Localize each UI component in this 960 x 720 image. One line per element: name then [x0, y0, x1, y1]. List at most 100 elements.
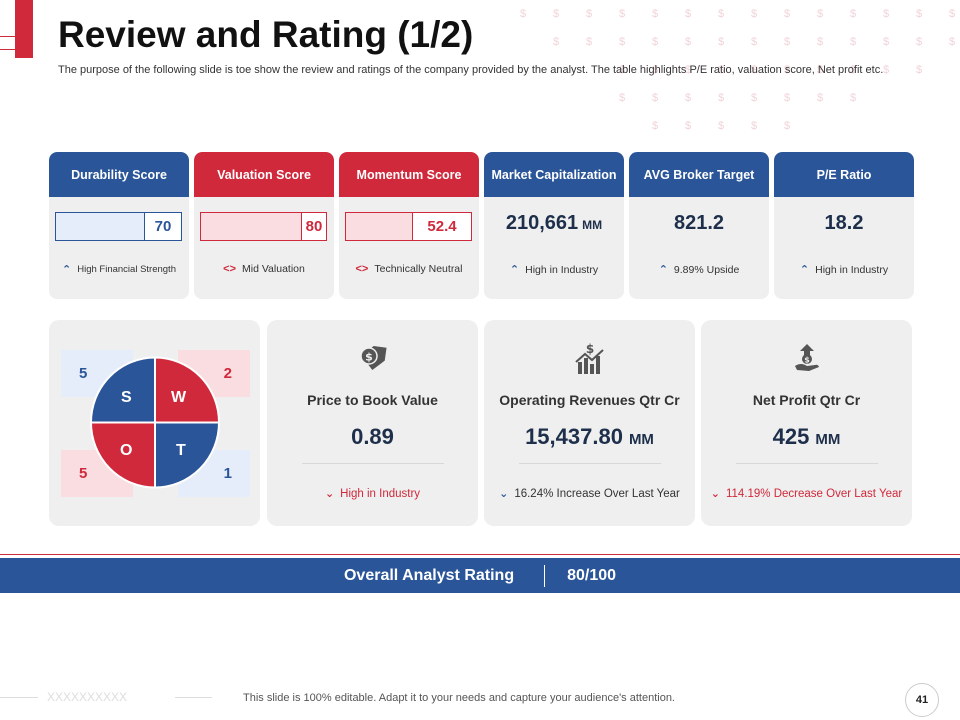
chevron-down-icon: ⌄ [710, 488, 720, 500]
score-bar: 70 [55, 212, 182, 241]
metric-note-text: High in Industry [525, 263, 599, 276]
card-divider [519, 463, 661, 464]
page-number: 41 [905, 683, 939, 717]
dollar-watermark-glyph: $ [718, 8, 725, 20]
metric-note-text: High in Industry [815, 263, 889, 276]
score-value: 80 [301, 213, 326, 240]
metric-card-durability: Durability Score 70 ⌃ High Financial Str… [49, 152, 189, 299]
swot-label-w: W [171, 389, 187, 406]
dollar-watermark-glyph: $ [949, 36, 956, 48]
dollar-watermark-glyph: $ [619, 36, 626, 48]
dollar-watermark-glyph: $ [916, 36, 923, 48]
card-label: Operating Revenues Qtr Cr [499, 392, 680, 408]
metric-note-text: High Financial Strength [77, 264, 176, 275]
score-bar: 80 [200, 212, 327, 241]
dollar-watermark-glyph: $ [619, 92, 626, 104]
metric-card-broker-target: AVG Broker Target 821.2 ⌃ 9.89% Upside [629, 152, 769, 299]
dollar-watermark-glyph: $ [685, 8, 692, 20]
card-note: ⌄ High in Industry [267, 487, 478, 501]
swot-label-o: O [120, 442, 133, 459]
dollar-watermark-glyph: $ [850, 92, 857, 104]
metric-header: Durability Score [49, 152, 189, 197]
title-accent-lines [0, 36, 15, 50]
dollar-watermark-glyph: $ [751, 120, 758, 132]
svg-text:$: $ [365, 351, 373, 364]
metric-value: 210,661 MM [484, 212, 624, 235]
chevron-down-icon: ⌄ [499, 488, 509, 500]
dollar-watermark-glyph: $ [850, 8, 857, 20]
metric-note: <> Technically Neutral [339, 263, 479, 275]
card-value: 0.89 [351, 424, 394, 449]
swot-pie-chart [90, 356, 220, 489]
card-value-number: 15,437.80 [525, 424, 623, 449]
price-tag-dollar-icon: $ [267, 342, 478, 374]
score-value: 52.4 [412, 213, 471, 240]
card-divider [736, 463, 878, 464]
dollar-watermark-glyph: $ [586, 8, 593, 20]
dollar-watermark-glyph: $ [586, 36, 593, 48]
dollar-watermark-glyph: $ [718, 36, 725, 48]
metric-note-text: Technically Neutral [374, 263, 463, 275]
dollar-watermark-glyph: $ [553, 8, 560, 20]
metric-header: P/E Ratio [774, 152, 914, 197]
rating-band-accent-line [0, 554, 960, 555]
chevron-up-icon: ⌃ [658, 264, 668, 276]
metric-note-text: Mid Valuation [242, 263, 305, 275]
score-bar: 52.4 [345, 212, 472, 241]
metric-value: 821.2 [673, 212, 725, 234]
swot-slice-o [90, 421, 156, 489]
swot-label-s: S [121, 389, 132, 406]
dollar-watermark-glyph: $ [784, 8, 791, 20]
metric-header: Valuation Score [194, 152, 334, 197]
card-label: Price to Book Value [307, 392, 438, 408]
card-note: ⌄ 114.19% Decrease Over Last Year [701, 487, 912, 501]
dollar-watermark-glyph: $ [817, 92, 824, 104]
metric-note: ⌃ High in Industry [774, 263, 914, 277]
metric-card-market-cap: Market Capitalization 210,661 MM ⌃ High i… [484, 152, 624, 299]
dollar-watermark-glyph: $ [652, 120, 659, 132]
metric-value: 18.2 [824, 212, 864, 234]
dollar-watermark-glyph: $ [883, 8, 890, 20]
page-subtitle: The purpose of the following slide is to… [58, 64, 884, 76]
svg-text:$: $ [585, 342, 593, 356]
dollar-watermark-glyph: $ [916, 8, 923, 20]
card-label: Net Profit Qtr Cr [752, 392, 861, 408]
dollar-watermark-glyph: $ [751, 36, 758, 48]
dollar-watermark-glyph: $ [652, 36, 659, 48]
metric-note: <> Mid Valuation [194, 263, 334, 275]
swot-card: 5 2 5 1 S W O T [49, 320, 260, 526]
chevron-up-icon: ⌃ [509, 264, 520, 276]
dollar-watermark-glyph: $ [817, 8, 824, 20]
revenue-chart-icon: $ [484, 342, 695, 376]
metric-note: ⌃ High in Industry [484, 263, 624, 277]
footer-line-left [0, 697, 38, 698]
dollar-watermark-glyph: $ [619, 8, 626, 20]
card-value-unit: MM [815, 431, 841, 448]
metric-value-number: 210,661 [505, 212, 579, 234]
dollar-watermark-glyph: $ [553, 36, 560, 48]
dollar-watermark-glyph: $ [916, 64, 923, 76]
score-bar-fill [56, 213, 144, 240]
dollar-watermark-glyph: $ [784, 36, 791, 48]
footer-decoration: XXXXXXXXXX [47, 690, 128, 704]
metric-note: ⌃ High Financial Strength [49, 263, 189, 276]
price-to-book-card: $ Price to Book Value 0.89 ⌄ High in Ind… [267, 320, 478, 526]
overall-rating-value: 80/100 [567, 566, 617, 584]
score-bar-fill [346, 213, 412, 240]
metric-card-momentum: Momentum Score 52.4 <> Technically Neutr… [339, 152, 479, 299]
footer-text: This slide is 100% editable. Adapt it to… [243, 692, 675, 704]
operating-revenues-card: $ Operating Revenues Qtr Cr 15,437.80 MM … [484, 320, 695, 526]
chevron-down-icon: ⌄ [324, 488, 335, 500]
dollar-watermark-glyph: $ [652, 8, 659, 20]
metric-header: AVG Broker Target [629, 152, 769, 197]
dollar-watermark-glyph: $ [817, 36, 824, 48]
card-value-unit: MM [628, 431, 654, 448]
dollar-watermark-glyph: $ [685, 120, 692, 132]
page-title: Review and Rating (1/2) [58, 14, 474, 55]
metric-card-pe-ratio: P/E Ratio 18.2 ⌃ High in Industry [774, 152, 914, 299]
dollar-watermark-glyph: $ [718, 120, 725, 132]
metric-note: ⌃ 9.89% Upside [629, 263, 769, 277]
card-note-text: High in Industry [340, 487, 421, 500]
swot-slice-w [154, 356, 220, 424]
dollar-watermark-glyph: $ [751, 8, 758, 20]
